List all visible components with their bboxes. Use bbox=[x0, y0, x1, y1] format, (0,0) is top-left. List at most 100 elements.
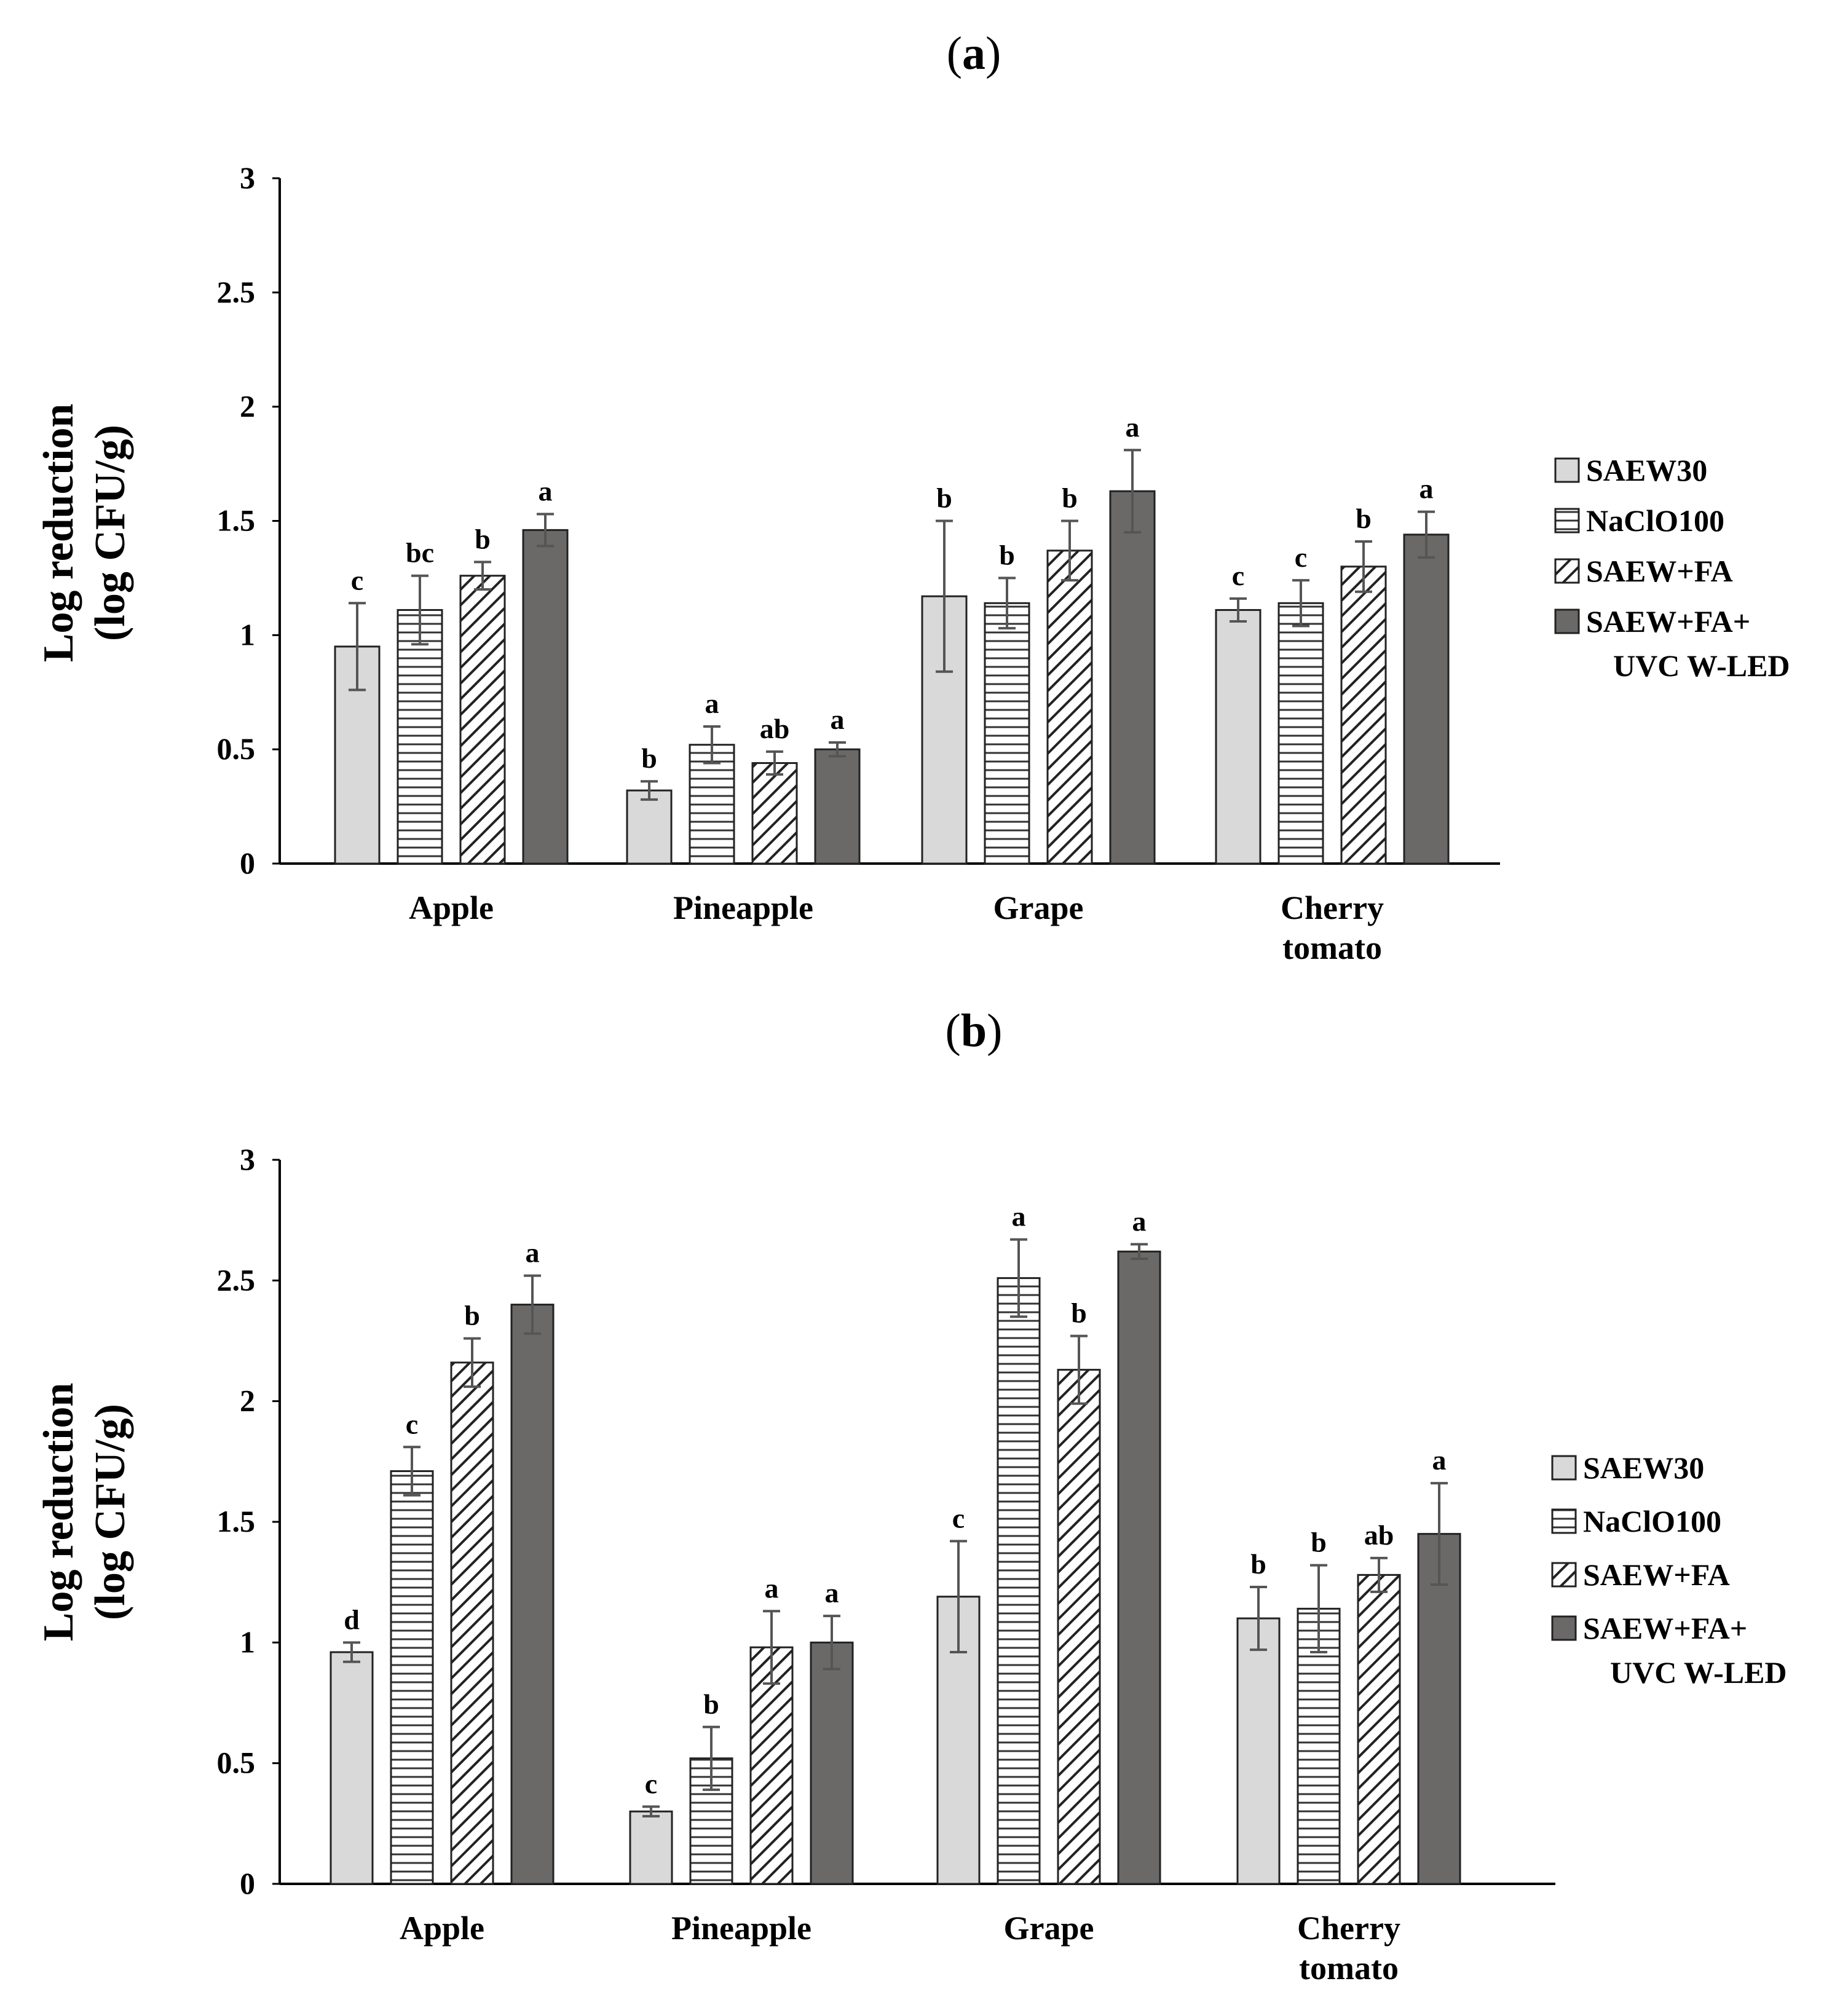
significance-letter: c bbox=[351, 564, 363, 596]
legend-label-saew-fa: SAEW+FA bbox=[1586, 554, 1733, 588]
x-category-label-line2: tomato bbox=[1282, 929, 1382, 966]
significance-letter: b bbox=[999, 539, 1015, 570]
x-category-label: Apple bbox=[409, 889, 494, 926]
y-axis-label-line1: Log reduction bbox=[35, 404, 82, 663]
y-tick-label: 3 bbox=[240, 1142, 255, 1176]
legend-label-saew30: SAEW30 bbox=[1583, 1451, 1704, 1485]
bar-saew-fa-uvc-w-led-apple bbox=[510, 1304, 555, 1885]
significance-letter: b bbox=[475, 523, 491, 554]
legend-label-naclo100: NaClO100 bbox=[1586, 503, 1724, 538]
significance-letter: ab bbox=[760, 713, 790, 744]
legend-swatch-saew30 bbox=[1554, 457, 1580, 483]
bar-saew-fa-cherry-tomato bbox=[1340, 565, 1387, 865]
bar-saew-fa-pineapple bbox=[751, 762, 798, 865]
significance-letter: b bbox=[1062, 482, 1078, 514]
panel-a-title-letter: a bbox=[962, 28, 985, 79]
legend-swatch-naclo100 bbox=[1551, 1508, 1577, 1534]
legend-label-naclo100: NaClO100 bbox=[1583, 1504, 1721, 1538]
y-tick-label: 2 bbox=[240, 389, 255, 423]
bar-naclo100-cherry-tomato bbox=[1277, 602, 1324, 865]
significance-letter: b bbox=[1071, 1297, 1087, 1329]
bar-naclo100-grape bbox=[984, 602, 1030, 865]
legend-swatch-saew30 bbox=[1551, 1455, 1577, 1481]
legend-label-saew30: SAEW30 bbox=[1586, 453, 1707, 487]
legend-label-saew-fa-uvc-w-led: SAEW+FA+ bbox=[1583, 1611, 1747, 1645]
y-axis-label-line2: (log CFU/g) bbox=[87, 1404, 134, 1620]
chart-panel-b: (b) Log reduction (log CFU/g) 00.511.522… bbox=[35, 1005, 1787, 1986]
bar-saew-fa-apple bbox=[450, 1361, 494, 1885]
legend-swatch-saew-fa bbox=[1551, 1562, 1577, 1588]
x-category-label: Cherry bbox=[1281, 889, 1384, 926]
bar-saew30-cherry-tomato bbox=[1236, 1617, 1281, 1885]
legend-label-line2: UVC W-LED bbox=[1610, 1655, 1787, 1690]
significance-letter: a bbox=[1126, 411, 1140, 443]
y-axis-label-line1: Log reduction bbox=[35, 1383, 82, 1642]
x-category-label: Grape bbox=[993, 889, 1084, 926]
significance-letter: b bbox=[936, 482, 952, 514]
legend-label-line2: UVC W-LED bbox=[1613, 648, 1790, 683]
bar-saew30-pineapple bbox=[629, 1810, 673, 1885]
y-tick-label: 2 bbox=[240, 1384, 255, 1418]
y-tick-label: 0.5 bbox=[217, 731, 256, 766]
significance-letter: b bbox=[641, 742, 657, 774]
bar-naclo100-pineapple bbox=[689, 744, 735, 865]
bar-saew-fa-uvc-w-led-pineapple bbox=[810, 1641, 854, 1885]
bar-saew30-pineapple bbox=[626, 789, 673, 865]
panel-a-title-open: ( bbox=[947, 28, 962, 79]
y-tick-label: 2.5 bbox=[217, 275, 256, 309]
significance-letter: a bbox=[1012, 1201, 1026, 1232]
significance-letter: a bbox=[831, 704, 845, 735]
bar-saew-fa-apple bbox=[459, 575, 506, 865]
bar-saew-fa-grape bbox=[1046, 549, 1093, 865]
significance-letter: a bbox=[526, 1237, 540, 1268]
significance-letter: ab bbox=[1364, 1519, 1394, 1551]
bar-naclo100-apple bbox=[397, 608, 443, 865]
x-category-label: Pineapple bbox=[673, 889, 813, 926]
significance-letter: a bbox=[539, 475, 553, 506]
significance-letter: a bbox=[765, 1572, 779, 1604]
bar-saew-fa-uvc-w-led-grape bbox=[1117, 1250, 1161, 1885]
bar-saew-fa-uvc-w-led-cherry-tomato bbox=[1417, 1533, 1461, 1885]
significance-letter: a bbox=[1420, 473, 1434, 505]
panel-a-title: (a) bbox=[947, 28, 1001, 79]
legend-label-saew-fa-uvc-w-led: SAEW+FA+ bbox=[1586, 604, 1750, 639]
y-tick-label: 1 bbox=[240, 1624, 255, 1659]
y-tick-label: 1.5 bbox=[217, 1504, 256, 1538]
significance-letter: a bbox=[1432, 1444, 1447, 1476]
significance-letter: a bbox=[705, 688, 719, 719]
panel-a-title-close: ) bbox=[985, 28, 1001, 79]
bar-saew-fa-uvc-w-led-apple bbox=[522, 529, 569, 865]
y-axis-label-line2: (log CFU/g) bbox=[87, 425, 134, 641]
significance-letter: c bbox=[1232, 560, 1244, 591]
x-category-label: Cherry bbox=[1297, 1910, 1400, 1947]
bar-saew30-cherry-tomato bbox=[1215, 608, 1262, 865]
panel-b-title-open: ( bbox=[946, 1005, 961, 1057]
legend-swatch-saew-fa-uvc-w-led bbox=[1554, 608, 1580, 634]
bar-saew-fa-uvc-w-led-cherry-tomato bbox=[1403, 534, 1450, 865]
significance-letter: b bbox=[1356, 503, 1372, 534]
x-category-label-line2: tomato bbox=[1299, 1950, 1399, 1986]
bar-saew-fa-uvc-w-led-grape bbox=[1109, 490, 1156, 865]
significance-letter: a bbox=[825, 1577, 839, 1608]
chart-panel-a: (a) Log reduction (log CFU/g) 00.511.522… bbox=[35, 28, 1790, 966]
significance-letter: bc bbox=[406, 537, 434, 569]
bar-saew-fa-grape bbox=[1057, 1369, 1101, 1885]
bar-saew30-apple bbox=[330, 1651, 374, 1885]
x-category-label: Pineapple bbox=[671, 1910, 811, 1947]
y-tick-label: 1 bbox=[240, 617, 255, 652]
bar-naclo100-apple bbox=[390, 1470, 434, 1885]
y-tick-label: 1.5 bbox=[217, 503, 256, 538]
panel-b-title-letter: b bbox=[961, 1005, 987, 1057]
legend-swatch-saew-fa-uvc-w-led bbox=[1551, 1615, 1577, 1641]
y-tick-label: 0 bbox=[240, 1866, 255, 1900]
significance-letter: c bbox=[406, 1408, 418, 1439]
significance-letter: a bbox=[1132, 1205, 1147, 1237]
significance-letter: b bbox=[464, 1300, 480, 1331]
bar-naclo100-grape bbox=[997, 1277, 1041, 1885]
y-tick-label: 0 bbox=[240, 846, 255, 880]
significance-letter: c bbox=[645, 1768, 657, 1799]
legend-swatch-saew-fa bbox=[1554, 558, 1580, 584]
